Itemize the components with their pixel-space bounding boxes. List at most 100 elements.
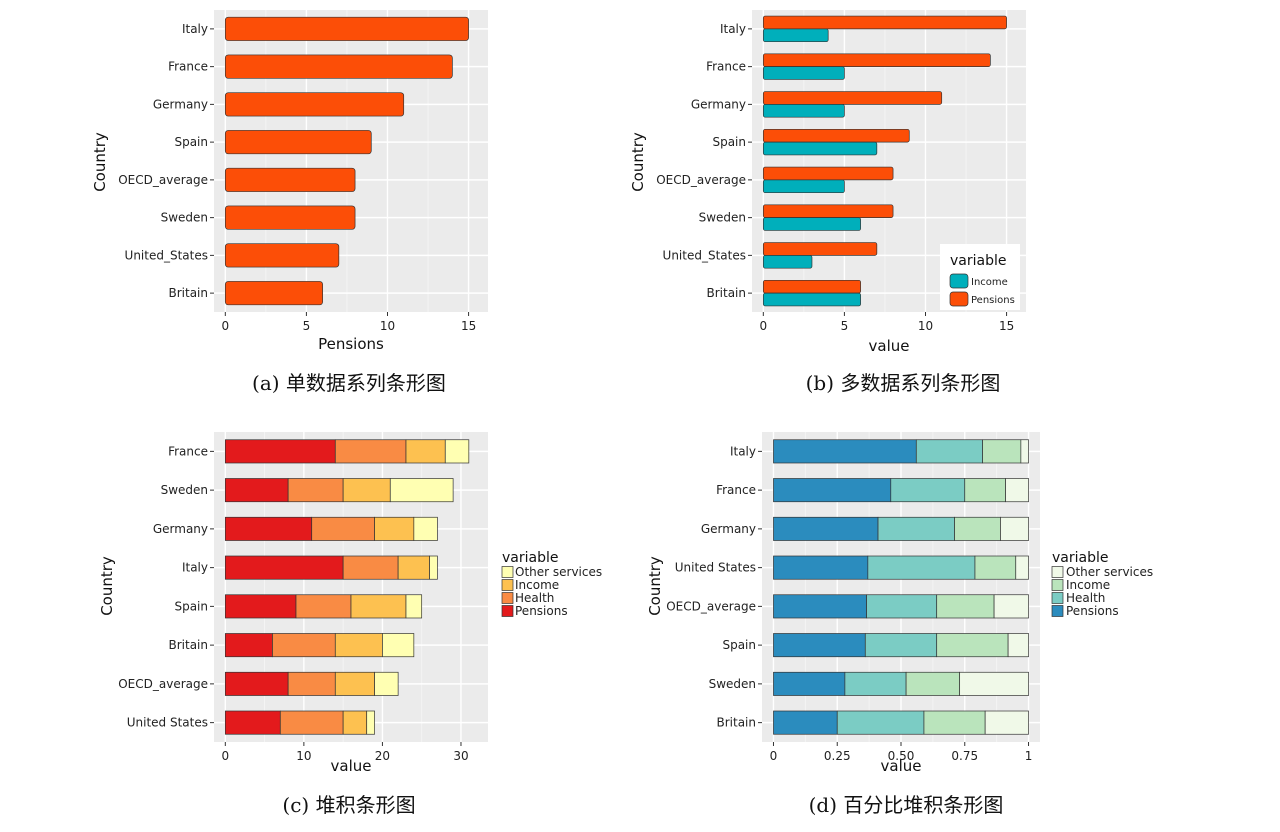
bar-united-states: [224, 243, 340, 268]
x-tick-label: 20: [375, 749, 390, 763]
bar-pensions-italy: [773, 439, 917, 464]
bar-pensions-britain: [773, 710, 838, 735]
bar-pensions-germany: [762, 91, 943, 105]
bar-other-services-italy: [429, 555, 438, 580]
chart-c: 0 10 20 30 France Sweden Germany Italy Spain Brit…: [98, 432, 602, 817]
legend-label-pensions: Pensions: [515, 604, 568, 618]
bar-pensions-france: [762, 53, 991, 67]
category-label-spain: Spain: [722, 638, 756, 652]
category-label-united-states: United States: [675, 561, 756, 575]
bar-health-united-states: [867, 555, 976, 580]
bar-income-sweden: [762, 217, 861, 231]
bar-income-italy: [762, 28, 829, 43]
bar-germany: [224, 92, 405, 117]
x-tick-label: 5: [303, 319, 311, 333]
bar-other-services-oecd-average: [374, 671, 399, 696]
bar-health-italy: [915, 439, 983, 464]
category-label-italy: Italy: [182, 561, 208, 575]
legend-key-health: [501, 592, 514, 604]
legend-label-income: Income: [1066, 578, 1110, 592]
category-label-france: France: [706, 60, 746, 74]
bar-pensions-germany: [224, 516, 313, 541]
category-label-spain: Spain: [174, 599, 208, 613]
category-label-sweden: Sweden: [699, 211, 746, 225]
bar-pensions-sweden: [762, 204, 894, 218]
legend-key-other-services: [1051, 566, 1064, 578]
bar-pensions-oecd-average: [224, 671, 289, 696]
category-label-italy: Italy: [182, 22, 208, 36]
x-tick-label: 15: [461, 319, 476, 333]
bars: [773, 439, 1029, 735]
bar-income-britain: [762, 292, 861, 307]
bar-pensions-united-states: [224, 710, 281, 735]
bars: [224, 16, 469, 306]
chart-d: 0 0.25 0.50 0.75 1 Italy France Germany United S…: [646, 432, 1153, 817]
bar-health-spain: [295, 594, 352, 619]
legend-key-pensions: [949, 291, 969, 307]
bar-britain: [224, 281, 323, 306]
caption-b: (b) 多数据系列条形图: [806, 371, 1001, 395]
legend-label-pensions: Pensions: [1066, 604, 1119, 618]
category-label-france: France: [168, 60, 208, 74]
bar-pensions-spain: [773, 633, 866, 658]
bar-other-services-france: [1005, 478, 1029, 503]
bar-health-spain: [864, 633, 938, 658]
y-axis-title: Country: [629, 132, 647, 192]
legend-label-pensions: Pensions: [971, 295, 1015, 306]
bar-pensions-oecd-average: [762, 166, 894, 181]
legend-label-income: Income: [971, 277, 1008, 288]
x-tick-label: 0: [221, 319, 229, 333]
category-label-britain: Britain: [717, 716, 757, 730]
bar-income-spain: [350, 594, 407, 619]
category-label-britain: Britain: [169, 286, 209, 300]
bar-income-spain: [936, 633, 1009, 658]
bar-other-services-britain: [984, 710, 1029, 735]
bar-income-italy: [982, 439, 1022, 464]
bar-pensions-britain: [762, 279, 861, 294]
legend-label-other-services: Other services: [515, 565, 602, 579]
x-axis-title: value: [869, 337, 910, 355]
x-tick-label: 5: [841, 319, 849, 333]
category-label-spain: Spain: [712, 135, 746, 149]
legend-key-other-services: [501, 566, 514, 578]
legend-key-income: [501, 579, 514, 591]
y-axis-title: Country: [98, 556, 116, 616]
bar-income-united-states: [762, 255, 813, 269]
bar-health-oecd-average: [287, 671, 336, 696]
category-label-sweden: Sweden: [709, 677, 756, 691]
x-axis-title: Pensions: [318, 335, 384, 353]
legend-key-pensions: [501, 605, 514, 617]
bar-other-services-sweden: [959, 671, 1029, 696]
bar-spain: [224, 130, 372, 155]
bar-income-germany: [954, 516, 1001, 541]
category-label-spain: Spain: [174, 135, 208, 149]
bar-pensions-germany: [773, 516, 879, 541]
bar-other-services-spain: [405, 594, 423, 619]
bar-health-united-states: [279, 710, 344, 735]
category-label-oecd-average: OECD_average: [666, 599, 756, 613]
bar-health-sweden: [287, 478, 344, 503]
legend: variable Income Pensions: [940, 244, 1020, 310]
category-label-united-states: United_States: [663, 248, 746, 262]
bar-health-sweden: [844, 671, 907, 696]
bar-income-britain: [923, 710, 986, 735]
bar-health-france: [334, 439, 407, 464]
category-label-oecd-average: OECD_average: [118, 677, 208, 691]
bar-health-germany: [877, 516, 955, 541]
bar-health-oecd-average: [866, 594, 938, 619]
category-label-germany: Germany: [153, 97, 208, 111]
legend-label-other-services: Other services: [1066, 565, 1153, 579]
category-label-germany: Germany: [691, 97, 746, 111]
bar-income-france: [762, 66, 845, 80]
x-tick-label: 10: [380, 319, 395, 333]
bar-health-italy: [342, 555, 399, 580]
bar-other-services-britain: [382, 633, 415, 658]
x-tick-label: 0: [770, 749, 778, 763]
category-label-britain: Britain: [169, 638, 209, 652]
category-label-united-states: United States: [127, 716, 208, 730]
x-tick-label: 15: [999, 319, 1014, 333]
bar-italy: [224, 16, 469, 41]
category-label-sweden: Sweden: [161, 483, 208, 497]
legend-key-income: [1051, 579, 1064, 591]
legend-label-health: Health: [515, 591, 554, 605]
